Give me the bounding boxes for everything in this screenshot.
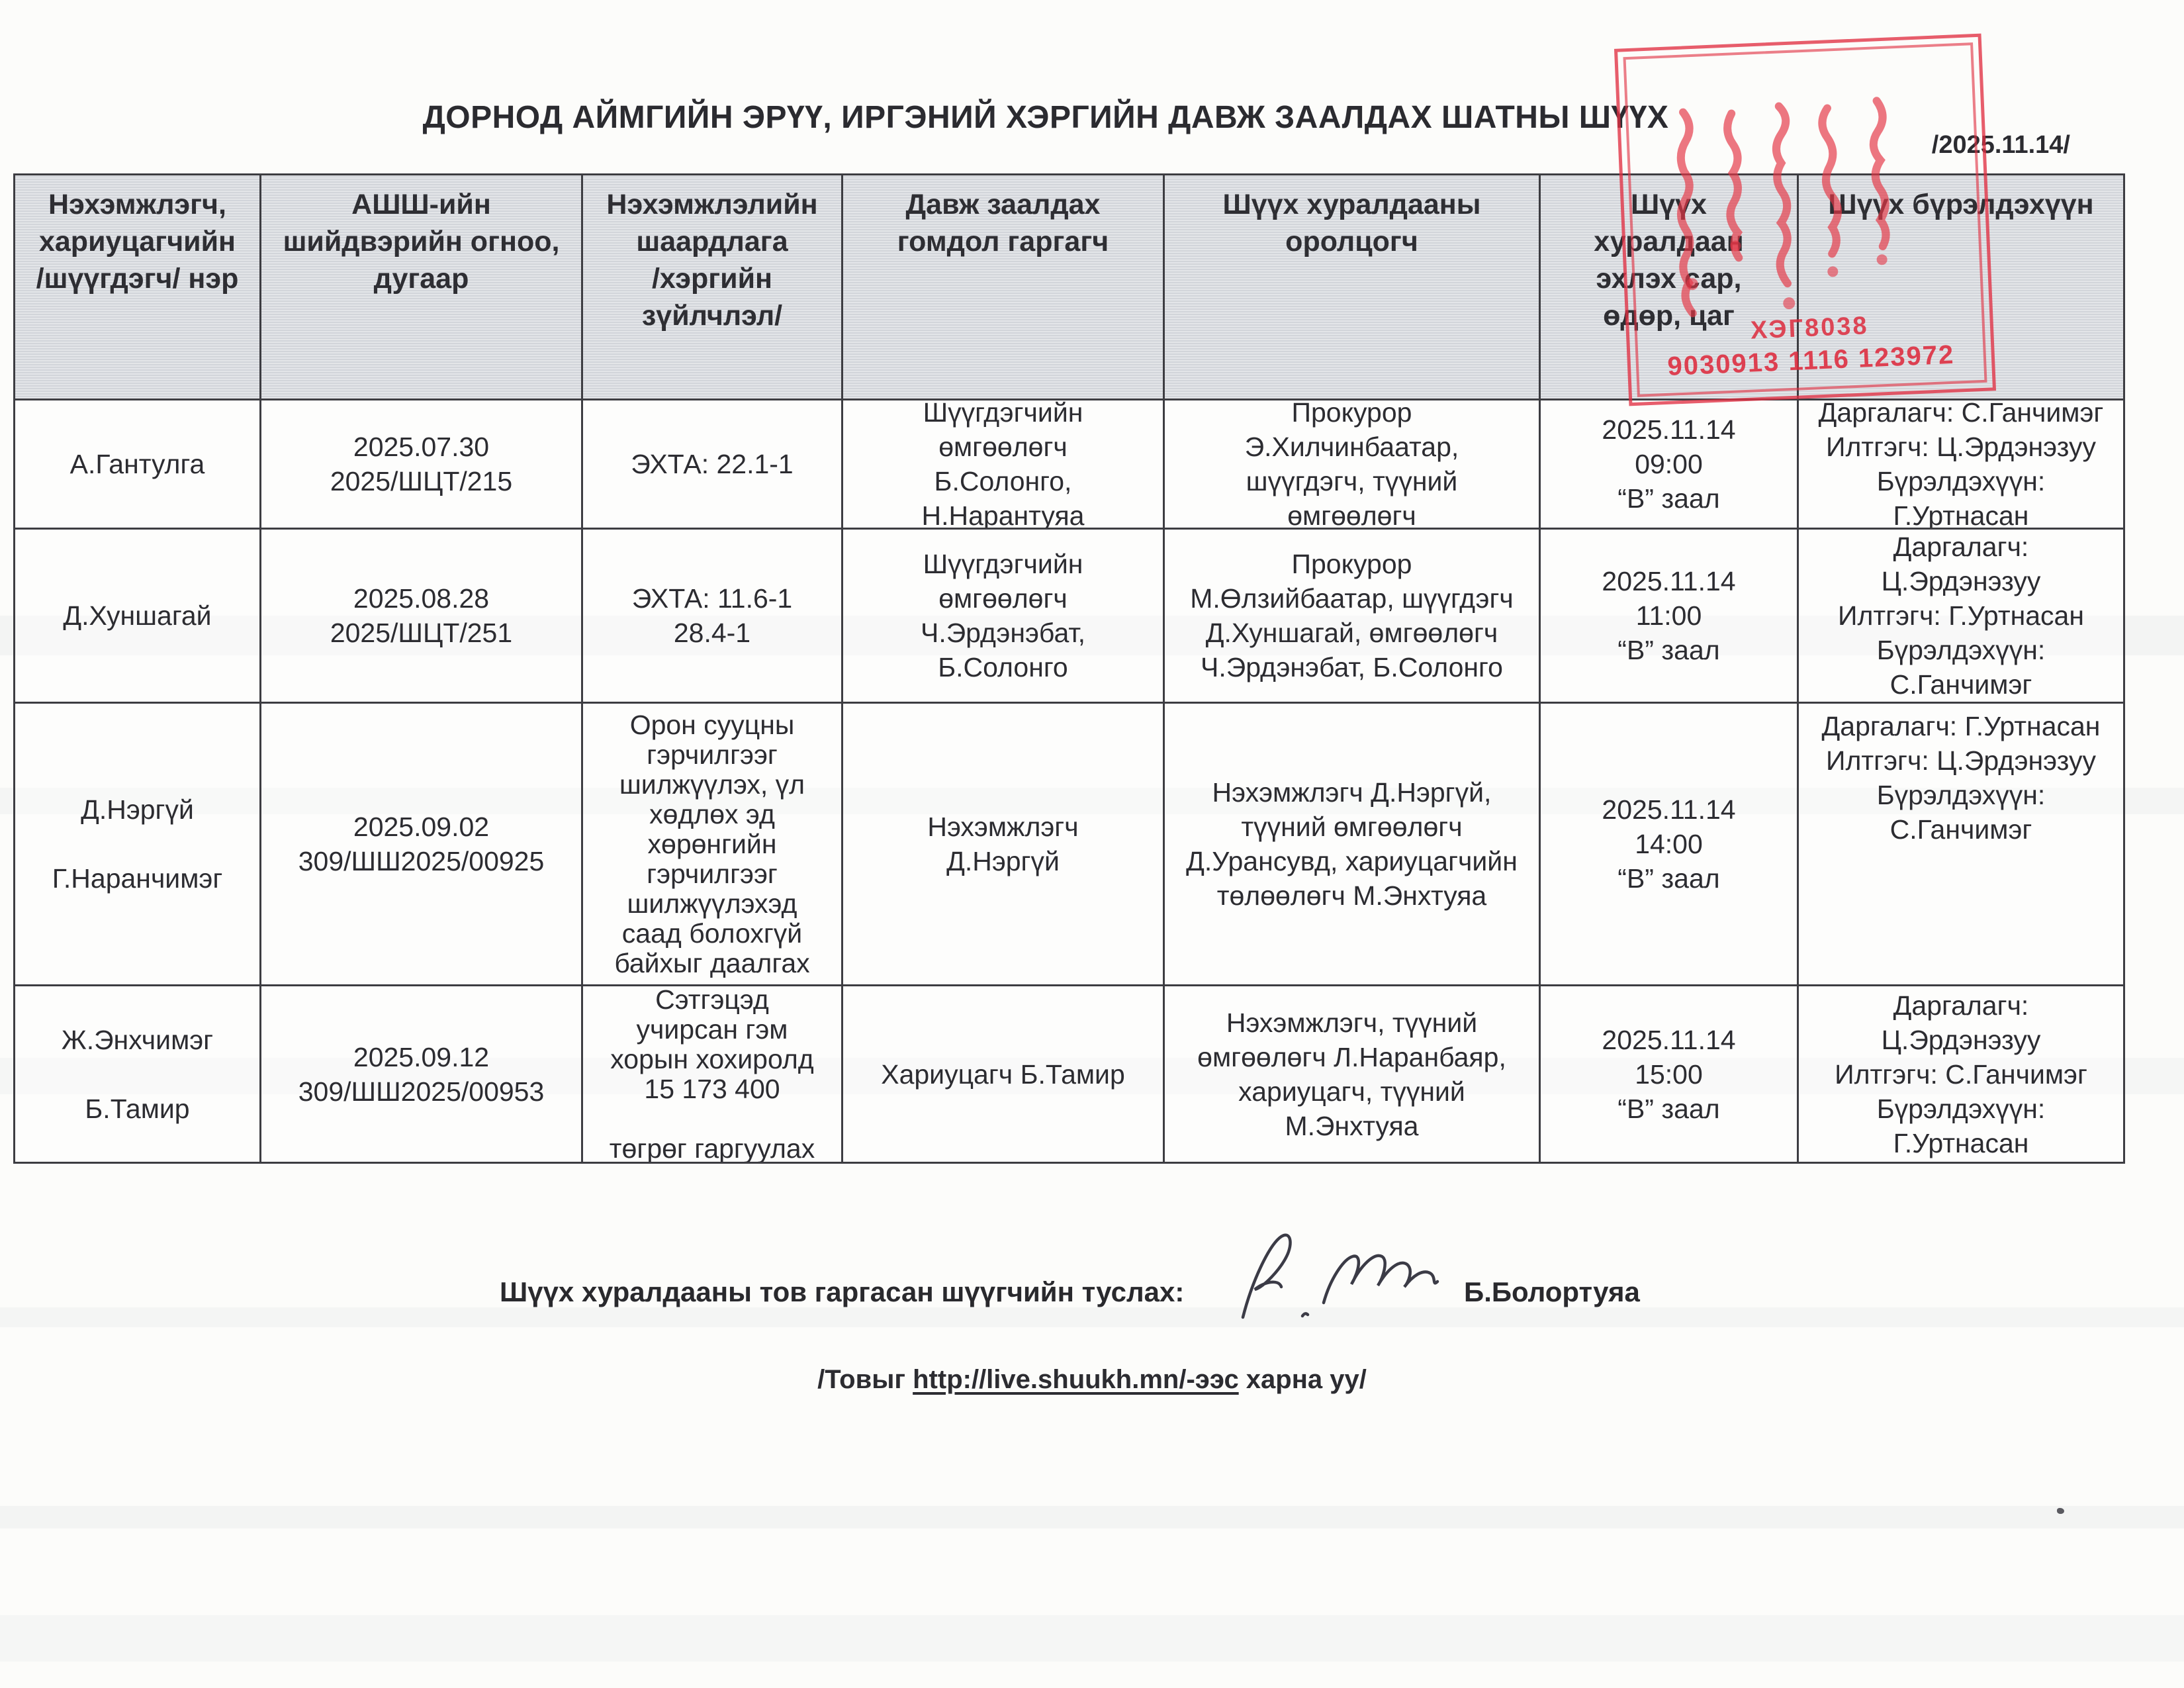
header-participants: Шүүх хуралдааны оролцогч xyxy=(1165,175,1541,400)
cell-r2-appeal-filer: Шүүгдэгчийн өмгөөлөгч Ч.Эрдэнэбат, Б.Сол… xyxy=(843,530,1165,704)
cell-r4-participants: Нэхэмжлэгч, түүний өмгөөлөгч Л.Наранбаяр… xyxy=(1165,986,1541,1164)
cell-r3-panel: Даргалагч: Г.Уртнасан Илтгэгч: Ц.Эрдэнэз… xyxy=(1799,704,2125,986)
cell-r4-panel: Даргалагч: Ц.Эрдэнэзуу Илтгэгч: С.Ганчим… xyxy=(1799,986,2125,1164)
cell-r4-decision: 2025.09.12 309/ШШ2025/00953 xyxy=(261,986,583,1164)
cell-r2-decision: 2025.08.28 2025/ШЦТ/251 xyxy=(261,530,583,704)
cell-r3-datetime: 2025.11.14 14:00 “В” заал xyxy=(1541,704,1799,986)
cell-r1-appeal-filer: Шүүгдэгчийн өмгөөлөгч Б.Солонго, Н.Наран… xyxy=(843,400,1165,530)
cell-r3-claim: Орон сууцны гэрчилгээг шилжүүлэх, үл хөд… xyxy=(583,704,843,986)
header-appeal-filer: Давж заалдах гомдол гаргагч xyxy=(843,175,1165,400)
live-stream-link: http://live.shuukh.mn/-ээс xyxy=(913,1365,1239,1394)
header-hearing-datetime: Шүүх хуралдаан эхлэх сар, өдөр, цаг xyxy=(1541,175,1799,400)
live-note-suffix: харна уу/ xyxy=(1238,1365,1367,1394)
cell-r1-decision: 2025.07.30 2025/ШЦТ/215 xyxy=(261,400,583,530)
court-schedule-table: Нэхэмжлэгч, хариуцагчийн /шүүгдэгч/ нэр … xyxy=(13,173,2125,1164)
schedule-date: /2025.11.14/ xyxy=(1931,131,2070,159)
scan-artifact-band xyxy=(0,1307,2184,1327)
scan-artifact-band xyxy=(0,1506,2184,1528)
header-decision-date: АШШ-ийн шийдвэрийн огноо, дугаар xyxy=(261,175,583,400)
header-plaintiff-name: Нэхэмжлэгч, хариуцагчийн /шүүгдэгч/ нэр xyxy=(15,175,261,400)
live-note-prefix: /Товыг xyxy=(817,1365,913,1394)
cell-r4-claim: Сэтгэцэд учирсан гэм хорын хохиролд 15 1… xyxy=(583,986,843,1164)
cell-r2-claim: ЭХТА: 11.6-1 28.4-1 xyxy=(583,530,843,704)
cell-r2-datetime: 2025.11.14 11:00 “В” заал xyxy=(1541,530,1799,704)
cell-r3-appeal-filer: Нэхэмжлэгч Д.Нэргүй xyxy=(843,704,1165,986)
cell-r1-participants: Прокурор Э.Хилчинбаатар, шүүгдэгч, түүни… xyxy=(1165,400,1541,530)
clerk-name: Б.Болортуяа xyxy=(1464,1276,1640,1307)
cell-r4-name: Ж.Энхчимэг Б.Тамир xyxy=(15,986,261,1164)
cell-r2-participants: Прокурор М.Өлзийбаатар, шүүгдэгч Д.Хунша… xyxy=(1165,530,1541,704)
cell-r2-name: Д.Хуншагай xyxy=(15,530,261,704)
cell-r1-panel: Даргалагч: С.Ганчимэг Илтгэгч: Ц.Эрдэнэз… xyxy=(1799,400,2125,530)
scan-artifact-band xyxy=(0,1615,2184,1662)
live-stream-note: /Товыг http://live.shuukh.mn/-ээс харна … xyxy=(0,1365,2184,1395)
cell-r1-name: А.Гантулга xyxy=(15,400,261,530)
cell-r4-appeal-filer: Хариуцагч Б.Тамир xyxy=(843,986,1165,1164)
signature xyxy=(1241,1233,1439,1319)
cell-r1-datetime: 2025.11.14 09:00 “В” заал xyxy=(1541,400,1799,530)
cell-r1-claim: ЭХТА: 22.1-1 xyxy=(583,400,843,530)
scan-speck xyxy=(2057,1508,2064,1514)
cell-r2-panel: Даргалагч: Ц.Эрдэнэзуу Илтгэгч: Г.Уртнас… xyxy=(1799,530,2125,704)
cell-r3-decision: 2025.09.02 309/ШШ2025/00925 xyxy=(261,704,583,986)
header-claim: Нэхэмжлэлийн шаардлага /хэргийн зүйлчлэл… xyxy=(583,175,843,400)
cell-r4-datetime: 2025.11.14 15:00 “В” заал xyxy=(1541,986,1799,1164)
header-panel: Шүүх бүрэлдэхүүн xyxy=(1799,175,2125,400)
page-title: ДОРНОД АЙМГИЙН ЭРҮҮ, ИРГЭНИЙ ХЭРГИЙН ДАВ… xyxy=(422,100,1669,135)
cell-r3-name: Д.Нэргүй Г.Наранчимэг xyxy=(15,704,261,986)
clerk-label: Шүүх хуралдааны тов гаргасан шүүгчийн ту… xyxy=(500,1276,1185,1307)
cell-r3-participants: Нэхэмжлэгч Д.Нэргүй, түүний өмгөөлөгч Д.… xyxy=(1165,704,1541,986)
